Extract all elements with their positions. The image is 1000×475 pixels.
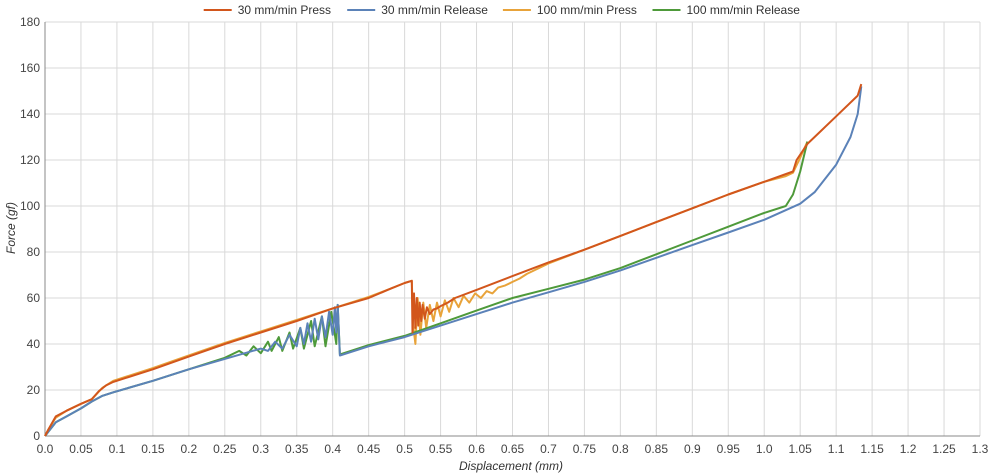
x-tick-label: 1.2	[900, 442, 917, 456]
series-line-30-mm-min-press	[44, 83, 863, 437]
series-lines	[44, 83, 863, 437]
y-axis-title: Force (gf)	[4, 202, 18, 254]
y-tick-label: 0	[33, 429, 40, 443]
x-tick-label: 1.25	[932, 442, 956, 456]
x-tick-label: 0.75	[573, 442, 597, 456]
legend[interactable]: 30 mm/min Press 30 mm/min Release 100 mm/m…	[203, 3, 801, 17]
legend-label: 100 mm/min Release	[687, 3, 801, 17]
y-tick-label: 40	[27, 337, 41, 351]
x-tick-label: 0.4	[324, 442, 341, 456]
x-tick-label: 0.6	[468, 442, 485, 456]
x-tick-label: 0.2	[181, 442, 198, 456]
x-tick-label: 0.55	[429, 442, 453, 456]
x-tick-label: 0.35	[285, 442, 309, 456]
legend-label: 30 mm/min Release	[381, 3, 488, 17]
x-tick-label: 0.3	[252, 442, 269, 456]
y-tick-label: 180	[20, 15, 40, 29]
y-tick-label: 120	[20, 153, 40, 167]
legend-item[interactable]: 30 mm/min Press	[203, 3, 331, 17]
axes: 0.0 0.05 0.1 0.15 0.2 0.25 0.3 0.35 0.4 0.45 0.5 0.…	[20, 15, 989, 456]
series-line-100-mm-min-press	[44, 141, 809, 437]
x-tick-label: 0.95	[717, 442, 741, 456]
y-tick-label: 100	[20, 199, 40, 213]
x-tick-label: 0.45	[357, 442, 381, 456]
x-tick-label: 0.0	[37, 442, 54, 456]
x-tick-label: 1.1	[828, 442, 845, 456]
x-tick-label: 0.65	[501, 442, 525, 456]
legend-label: 30 mm/min Press	[238, 3, 331, 17]
legend-item[interactable]: 100 mm/min Press	[502, 3, 637, 17]
x-tick-label: 0.7	[540, 442, 557, 456]
y-tick-label: 140	[20, 107, 40, 121]
legend-label: 100 mm/min Press	[537, 3, 637, 17]
x-tick-label: 1.15	[860, 442, 884, 456]
legend-item[interactable]: 30 mm/min Release	[347, 3, 488, 17]
y-tick-label: 60	[27, 291, 41, 305]
x-tick-label: 0.5	[396, 442, 413, 456]
x-tick-label: 0.85	[645, 442, 669, 456]
x-tick-label: 1.0	[756, 442, 773, 456]
x-tick-label: 1.05	[789, 442, 813, 456]
grid-lines	[44, 21, 981, 437]
series-line-30-mm-min-release	[44, 86, 863, 437]
x-tick-label: 0.15	[141, 442, 165, 456]
y-tick-label: 20	[27, 383, 41, 397]
y-tick-label: 80	[27, 245, 41, 259]
x-tick-label: 0.9	[684, 442, 701, 456]
x-tick-label: 1.3	[972, 442, 989, 456]
x-tick-label: 0.8	[612, 442, 629, 456]
x-tick-label: 0.1	[109, 442, 126, 456]
x-axis-title: Displacement (mm)	[459, 459, 563, 473]
legend-item[interactable]: 100 mm/min Release	[652, 3, 801, 17]
x-tick-label: 0.25	[213, 442, 237, 456]
y-tick-label: 160	[20, 61, 40, 75]
x-tick-label: 0.05	[69, 442, 93, 456]
series-line-100-mm-min-release	[44, 141, 809, 437]
